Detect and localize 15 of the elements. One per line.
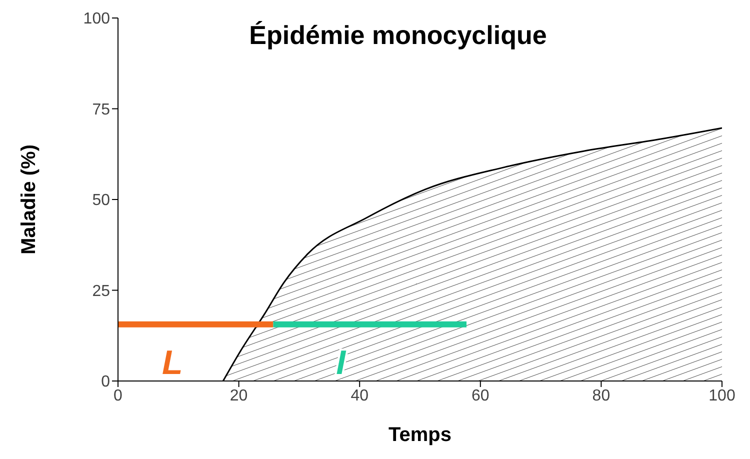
series-label: L [162,344,183,382]
y-tick-label: 25 [92,282,110,300]
x-tick-label: 0 [114,387,123,404]
x-tick-label: 40 [350,387,369,404]
y-axis-title: Maladie (%) [18,144,40,255]
x-tick-label: 60 [472,387,490,404]
y-tick-label: 50 [92,192,110,210]
x-axis-title: Temps [388,424,452,446]
y-tick-label: 75 [92,101,110,118]
chart-title: Épidémie monocyclique [248,20,548,51]
x-tick-label: 80 [592,387,610,404]
x-tick-label: 100 [708,387,736,404]
y-tick-label: 100 [83,10,110,28]
y-tick-label: 0 [101,374,110,391]
x-tick-label: 20 [230,387,248,404]
